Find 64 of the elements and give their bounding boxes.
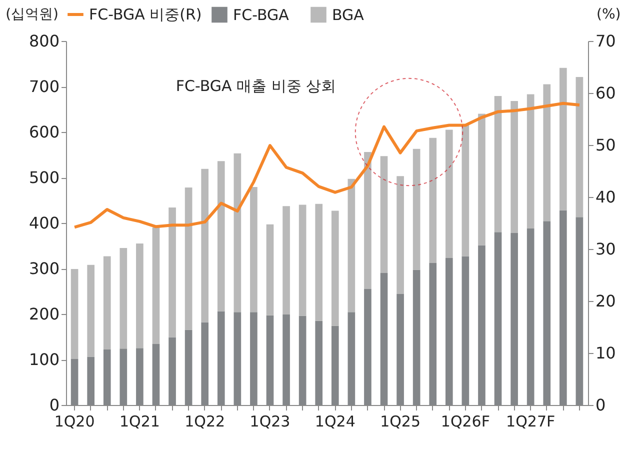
bar [560, 68, 567, 210]
y2-tick-label: 20 [596, 292, 616, 310]
bar [364, 152, 372, 289]
bar [234, 153, 242, 312]
bar [380, 156, 388, 274]
x-tick-label: 1Q26F [440, 412, 490, 430]
y-tick-label: 200 [28, 304, 60, 324]
bar [152, 228, 160, 344]
line-series [73, 102, 581, 229]
bar [510, 101, 518, 234]
x-tick-label: 1Q24 [314, 412, 356, 430]
bar [315, 204, 323, 321]
bar [396, 176, 404, 294]
x-tick-label: 1Q23 [250, 412, 290, 430]
bar [478, 114, 486, 246]
bar [87, 264, 94, 357]
bar [168, 208, 176, 338]
x-tick-label: 1Q25 [380, 412, 421, 430]
bar [445, 130, 453, 258]
y2-tick-label: 10 [596, 344, 616, 362]
bar [120, 248, 128, 349]
bar [136, 243, 144, 348]
bar [543, 84, 551, 222]
bar [526, 94, 534, 228]
y2-tick-label: 30 [596, 240, 616, 258]
bar [331, 210, 339, 326]
x-tick-label: 1Q22 [184, 412, 226, 430]
y-tick-label: 500 [28, 168, 60, 187]
bar [494, 96, 502, 232]
y-tick-label: 300 [28, 259, 60, 278]
bar [298, 204, 306, 316]
x-tick-label: 1Q21 [119, 412, 160, 430]
bar [201, 168, 209, 322]
y-tick-label: 800 [28, 32, 60, 50]
bar [462, 125, 470, 256]
x-tick-label: 1Q27F [506, 412, 556, 430]
y2-tick-label: 50 [596, 136, 616, 154]
legend-label: BGA [332, 6, 365, 24]
y2-tick-label: 60 [596, 84, 616, 102]
y-axis-title: (십억원) [6, 6, 58, 22]
y2-axis-title: (%) [596, 6, 621, 22]
bar [576, 76, 584, 218]
bar [412, 148, 420, 270]
x-tick-label: 1Q20 [54, 412, 95, 430]
bar [217, 161, 225, 312]
bar [250, 187, 258, 312]
legend-label: FC-BGA 비중(R) [89, 6, 202, 24]
y-tick-label: 0 [49, 396, 60, 414]
y-tick-label: 700 [28, 77, 60, 96]
bar [429, 138, 437, 264]
y-tick-label: 100 [28, 350, 60, 369]
bar [348, 178, 356, 312]
y2-tick-label: 70 [596, 32, 616, 50]
bar [184, 188, 192, 330]
y2-tick-label: 0 [596, 396, 606, 414]
bar [266, 224, 274, 316]
legend-label: FC-BGA [233, 6, 290, 24]
bar [282, 206, 290, 314]
bar [70, 268, 78, 360]
y-tick-label: 600 [28, 122, 60, 142]
bar [103, 256, 111, 350]
y2-tick-label: 40 [596, 188, 616, 206]
y-tick-label: 400 [28, 214, 60, 232]
annotation: FC-BGA 매출 비중 상회 [176, 77, 336, 95]
